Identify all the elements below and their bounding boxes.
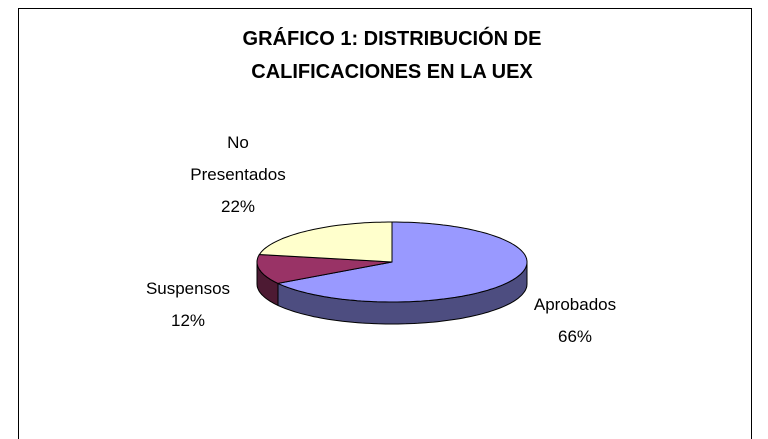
category-label: No Presentados [190,133,285,184]
data-label: Aprobados 66% [534,295,616,346]
category-label: Suspensos [146,279,230,298]
slice [256,253,393,284]
slice [258,221,393,263]
value-label: 66% [558,327,592,346]
chart-title: GRÁFICO 1: DISTRIBUCIÓN DE CALIFICACIONES… [243,26,542,83]
category-label: Aprobados [534,295,616,314]
value-label: 22% [221,197,255,216]
data-label: No Presentados 22% [190,133,285,216]
value-label: 12% [171,311,205,330]
slice [276,221,528,303]
data-label: Suspensos 12% [146,279,230,330]
